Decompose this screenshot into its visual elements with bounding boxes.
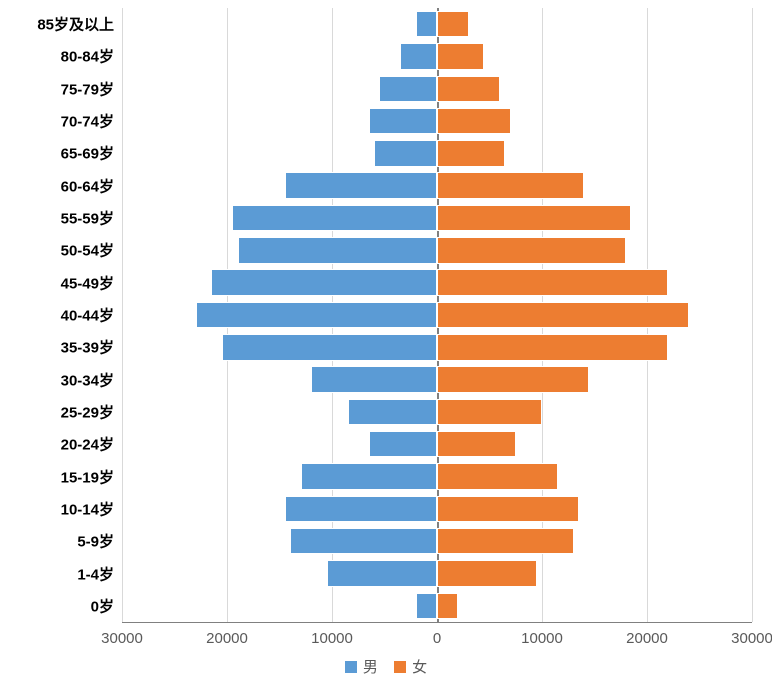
bar-male: [238, 237, 438, 263]
legend-item-female: 女: [394, 656, 427, 677]
bar-male: [369, 108, 437, 134]
y-category-label: 70-74岁: [61, 111, 114, 132]
bar-female: [437, 593, 458, 619]
x-tick-label: 30000: [731, 630, 772, 647]
legend-label-female: 女: [412, 656, 427, 677]
bar-male: [211, 269, 437, 295]
bar-row: [122, 366, 752, 392]
bar-row: [122, 334, 752, 360]
bar-row: [122, 496, 752, 522]
y-category-label: 65-69岁: [61, 143, 114, 164]
bar-row: [122, 463, 752, 489]
y-category-label: 80-84岁: [61, 46, 114, 67]
bar-male: [379, 76, 437, 102]
gridline: [752, 8, 753, 622]
bar-male: [327, 560, 437, 586]
bar-male: [285, 496, 437, 522]
bar-female: [437, 172, 584, 198]
y-category-label: 60-64岁: [61, 175, 114, 196]
bar-row: [122, 76, 752, 102]
bar-male: [311, 366, 437, 392]
legend-item-male: 男: [345, 656, 378, 677]
bar-female: [437, 237, 626, 263]
x-tick-label: 0: [433, 630, 441, 647]
bar-row: [122, 593, 752, 619]
y-category-label: 30-34岁: [61, 369, 114, 390]
y-category-label: 15-19岁: [61, 466, 114, 487]
bar-female: [437, 431, 516, 457]
bar-row: [122, 399, 752, 425]
bar-female: [437, 43, 484, 69]
y-category-label: 35-39岁: [61, 337, 114, 358]
legend-swatch-female: [394, 661, 406, 673]
bar-male: [232, 205, 437, 231]
bar-row: [122, 11, 752, 37]
bar-female: [437, 302, 689, 328]
y-category-label: 20-24岁: [61, 434, 114, 455]
legend-swatch-male: [345, 661, 357, 673]
x-tick-label: 30000: [101, 630, 143, 647]
x-tick-label: 10000: [311, 630, 353, 647]
bar-female: [437, 140, 505, 166]
bar-row: [122, 43, 752, 69]
bar-male: [416, 593, 437, 619]
bar-row: [122, 205, 752, 231]
population-pyramid-chart: 男 女 30000 20000 10000 0 10000 20000 30000 85岁及以…: [0, 0, 772, 690]
plot-area: [122, 8, 752, 622]
bar-female: [437, 269, 668, 295]
y-category-label: 0岁: [91, 595, 114, 616]
y-category-label: 40-44岁: [61, 305, 114, 326]
bar-row: [122, 108, 752, 134]
x-tick-label: 20000: [206, 630, 248, 647]
bar-female: [437, 11, 469, 37]
bar-male: [222, 334, 437, 360]
bar-female: [437, 205, 631, 231]
bar-male: [285, 172, 437, 198]
y-category-label: 85岁及以上: [37, 14, 114, 35]
x-tick-label: 20000: [626, 630, 668, 647]
bar-male: [416, 11, 437, 37]
bar-female: [437, 560, 537, 586]
bar-female: [437, 108, 511, 134]
y-category-label: 75-79岁: [61, 78, 114, 99]
bar-male: [400, 43, 437, 69]
bar-male: [374, 140, 437, 166]
bar-row: [122, 269, 752, 295]
bar-row: [122, 172, 752, 198]
bar-female: [437, 528, 574, 554]
y-category-label: 1-4岁: [77, 563, 114, 584]
bar-male: [196, 302, 438, 328]
bar-female: [437, 399, 542, 425]
bar-male: [290, 528, 437, 554]
bar-female: [437, 496, 579, 522]
bar-female: [437, 76, 500, 102]
y-category-label: 45-49岁: [61, 272, 114, 293]
legend: 男 女: [0, 656, 772, 677]
bar-row: [122, 302, 752, 328]
bar-row: [122, 237, 752, 263]
y-category-label: 25-29岁: [61, 401, 114, 422]
y-category-label: 55-59岁: [61, 208, 114, 229]
legend-label-male: 男: [363, 656, 378, 677]
bar-row: [122, 431, 752, 457]
y-category-label: 5-9岁: [77, 531, 114, 552]
bar-row: [122, 528, 752, 554]
bar-female: [437, 334, 668, 360]
bar-female: [437, 463, 558, 489]
x-axis-line: [122, 622, 752, 623]
bar-male: [369, 431, 437, 457]
bar-male: [348, 399, 437, 425]
bar-female: [437, 366, 589, 392]
x-tick-label: 10000: [521, 630, 563, 647]
bar-row: [122, 560, 752, 586]
y-category-label: 10-14岁: [61, 498, 114, 519]
bar-row: [122, 140, 752, 166]
bar-male: [301, 463, 438, 489]
y-category-label: 50-54岁: [61, 240, 114, 261]
